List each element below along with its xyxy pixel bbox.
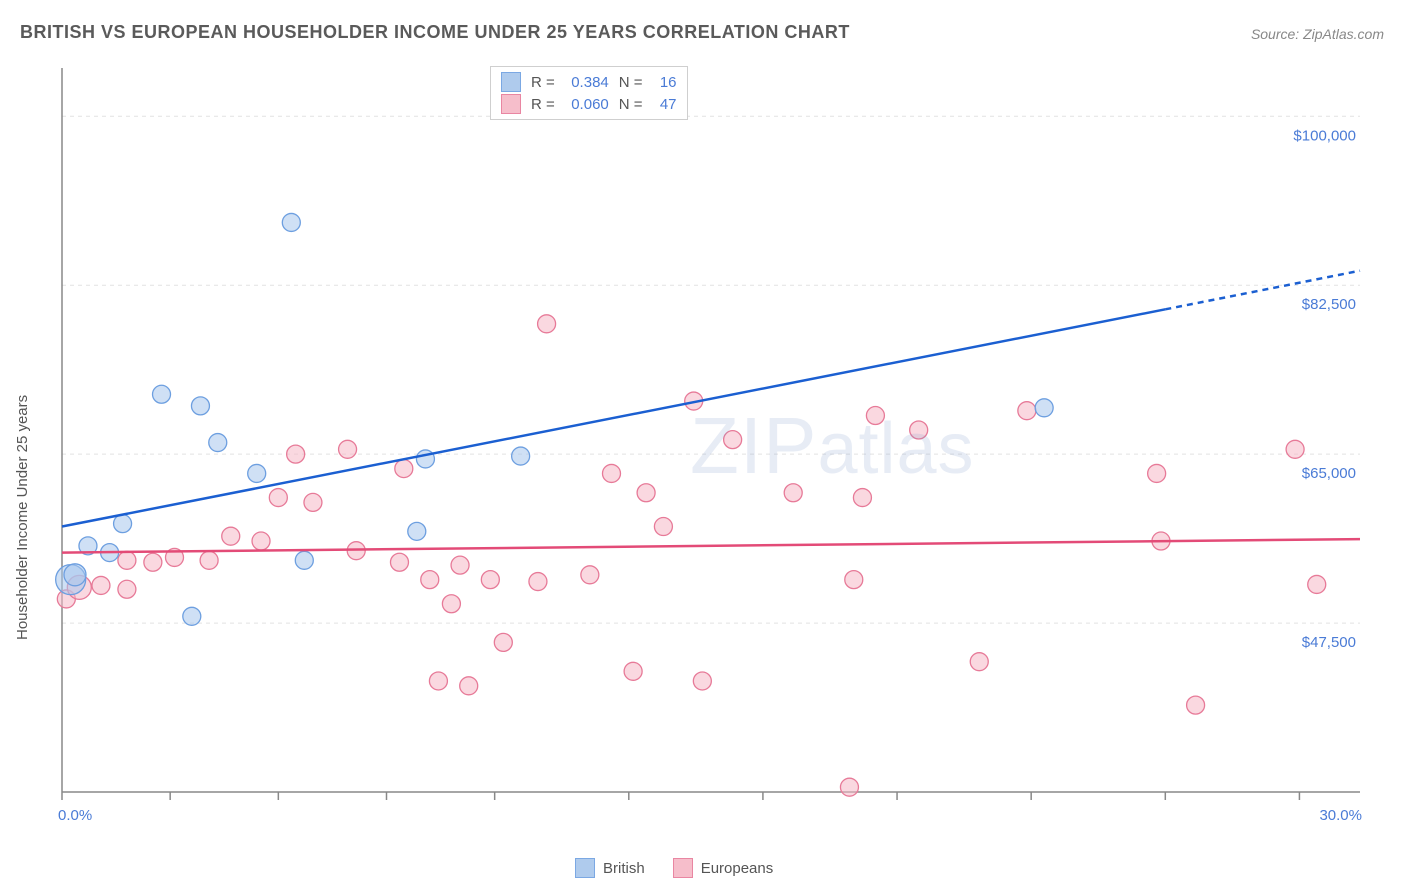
source-prefix: Source: bbox=[1251, 26, 1303, 42]
data-point-europeans bbox=[92, 576, 110, 594]
data-point-europeans bbox=[451, 556, 469, 574]
data-point-europeans bbox=[144, 553, 162, 571]
data-point-europeans bbox=[494, 633, 512, 651]
data-point-british bbox=[209, 434, 227, 452]
legend-row-british: R = 0.384 N = 16 bbox=[501, 71, 677, 93]
data-point-europeans bbox=[460, 677, 478, 695]
data-point-british bbox=[295, 551, 313, 569]
data-point-europeans bbox=[429, 672, 447, 690]
data-point-europeans bbox=[529, 573, 547, 591]
x-start-label: 0.0% bbox=[58, 807, 92, 824]
data-point-europeans bbox=[1308, 575, 1326, 593]
data-point-europeans bbox=[395, 460, 413, 478]
data-point-europeans bbox=[1286, 440, 1304, 458]
scatter-plot: $47,500 $65,000 $82,500 $100,000 0.0% 30.0% bbox=[56, 62, 1366, 822]
data-point-europeans bbox=[481, 571, 499, 589]
series-legend: British Europeans bbox=[575, 858, 773, 878]
legend-label: Europeans bbox=[701, 860, 774, 877]
source-name: ZipAtlas.com bbox=[1303, 26, 1384, 42]
data-point-europeans bbox=[724, 431, 742, 449]
legend-item-british: British bbox=[575, 858, 645, 878]
data-point-europeans bbox=[602, 464, 620, 482]
data-point-british bbox=[183, 607, 201, 625]
data-point-europeans bbox=[442, 595, 460, 613]
data-point-europeans bbox=[304, 493, 322, 511]
data-point-europeans bbox=[693, 672, 711, 690]
data-point-europeans bbox=[1018, 402, 1036, 420]
chart-title: BRITISH VS EUROPEAN HOUSEHOLDER INCOME U… bbox=[20, 22, 850, 43]
data-point-europeans bbox=[200, 551, 218, 569]
data-point-europeans bbox=[222, 527, 240, 545]
data-point-europeans bbox=[637, 484, 655, 502]
r-value: 0.060 bbox=[565, 96, 609, 113]
legend-swatch bbox=[501, 72, 521, 92]
data-point-europeans bbox=[1148, 464, 1166, 482]
data-point-europeans bbox=[840, 778, 858, 796]
data-point-british bbox=[114, 515, 132, 533]
y-tick-label: $100,000 bbox=[1293, 127, 1356, 144]
legend-row-europeans: R = 0.060 N = 47 bbox=[501, 93, 677, 115]
y-tick-label: $47,500 bbox=[1302, 634, 1356, 651]
legend-swatch bbox=[575, 858, 595, 878]
data-point-british bbox=[1035, 399, 1053, 417]
r-value: 0.384 bbox=[565, 74, 609, 91]
data-point-europeans bbox=[287, 445, 305, 463]
n-value: 16 bbox=[653, 74, 677, 91]
data-point-europeans bbox=[118, 580, 136, 598]
n-label: N = bbox=[619, 96, 643, 113]
r-label: R = bbox=[531, 96, 555, 113]
data-point-europeans bbox=[910, 421, 928, 439]
data-point-europeans bbox=[1187, 696, 1205, 714]
data-point-europeans bbox=[970, 653, 988, 671]
data-point-europeans bbox=[845, 571, 863, 589]
y-tick-label: $65,000 bbox=[1302, 465, 1356, 482]
data-point-europeans bbox=[269, 489, 287, 507]
source-credit: Source: ZipAtlas.com bbox=[1251, 26, 1384, 42]
data-point-british bbox=[248, 464, 266, 482]
data-point-europeans bbox=[784, 484, 802, 502]
legend-label: British bbox=[603, 860, 645, 877]
y-axis-label: Householder Income Under 25 years bbox=[14, 395, 31, 640]
data-point-british bbox=[282, 213, 300, 231]
data-point-british bbox=[64, 564, 86, 586]
trend-line-british bbox=[62, 309, 1165, 526]
y-tick-label: $82,500 bbox=[1302, 296, 1356, 313]
data-point-europeans bbox=[654, 518, 672, 536]
legend-item-europeans: Europeans bbox=[673, 858, 774, 878]
data-point-europeans bbox=[390, 553, 408, 571]
legend-swatch bbox=[673, 858, 693, 878]
data-point-british bbox=[512, 447, 530, 465]
data-point-europeans bbox=[581, 566, 599, 584]
data-point-europeans bbox=[252, 532, 270, 550]
data-point-europeans bbox=[624, 662, 642, 680]
legend-swatch bbox=[501, 94, 521, 114]
x-end-label: 30.0% bbox=[1319, 807, 1362, 824]
data-point-europeans bbox=[421, 571, 439, 589]
r-label: R = bbox=[531, 74, 555, 91]
data-point-british bbox=[408, 522, 426, 540]
n-label: N = bbox=[619, 74, 643, 91]
data-point-british bbox=[153, 385, 171, 403]
data-point-europeans bbox=[339, 440, 357, 458]
n-value: 47 bbox=[653, 96, 677, 113]
data-point-british bbox=[191, 397, 209, 415]
data-point-europeans bbox=[866, 407, 884, 425]
data-point-europeans bbox=[853, 489, 871, 507]
data-point-europeans bbox=[118, 551, 136, 569]
data-point-europeans bbox=[538, 315, 556, 333]
correlation-legend: R = 0.384 N = 16 R = 0.060 N = 47 bbox=[490, 66, 688, 120]
